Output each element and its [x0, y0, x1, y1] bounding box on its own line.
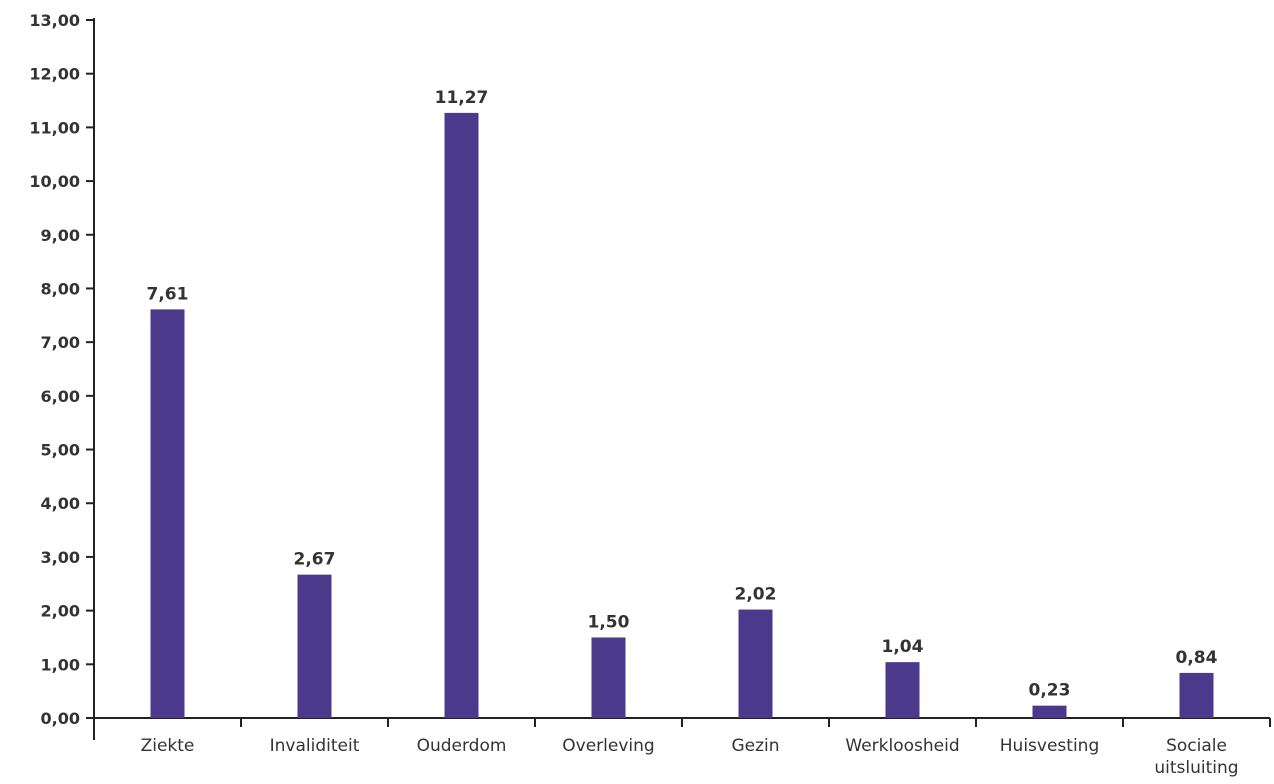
bar: [591, 637, 626, 718]
data-label: 0,84: [1176, 648, 1218, 668]
x-tick-label: Huisvesting: [1000, 736, 1099, 756]
y-tick-label: 4,00: [41, 494, 80, 513]
y-axis: 0,00 1,00 2,00 3,00 4,00 5,00 6,00 7,00 8,00 9,00…: [29, 11, 95, 740]
x-tick-label: Sociale uitsluiting: [1154, 736, 1238, 778]
x-axis: Ziekte Invaliditeit Ouderdom Overleving Gezi…: [94, 717, 1271, 778]
bars: [150, 112, 1214, 718]
bar: [1179, 672, 1214, 718]
data-label: 7,61: [147, 284, 189, 304]
data-label: 1,04: [882, 637, 924, 657]
data-label: 2,02: [735, 585, 777, 605]
y-tick-label: 10,00: [29, 172, 80, 191]
y-tick-label: 3,00: [41, 548, 80, 567]
bar: [150, 309, 185, 718]
y-tick-label: 11,00: [29, 118, 80, 137]
bar: [297, 574, 332, 718]
y-tick-label: 5,00: [41, 441, 80, 460]
y-tick-label: 1,00: [41, 655, 80, 674]
x-tick-label: Ziekte: [141, 736, 195, 756]
y-tick-label: 2,00: [41, 602, 80, 621]
data-label: 11,27: [435, 88, 489, 108]
data-label: 1,50: [588, 612, 630, 632]
y-tick-label: 8,00: [41, 279, 80, 298]
bar: [738, 609, 773, 718]
y-tick-label: 12,00: [29, 65, 80, 84]
bar: [885, 662, 920, 718]
x-tick-label: Overleving: [562, 736, 654, 756]
x-tick-label: Gezin: [731, 736, 779, 756]
data-label: 0,23: [1029, 681, 1071, 701]
y-tick-label: 13,00: [29, 11, 80, 30]
data-label: 2,67: [294, 550, 336, 570]
x-tick-label: Werkloosheid: [845, 736, 959, 756]
y-tick-label: 6,00: [41, 387, 80, 406]
bar: [444, 112, 479, 718]
x-tick-label: Ouderdom: [417, 736, 507, 756]
bar: [1032, 705, 1067, 718]
data-labels: 7,61 2,67 11,27 1,50 2,02 1,04 0,23 0,84: [147, 88, 1218, 701]
y-tick-label: 0,00: [41, 709, 80, 728]
y-tick-label: 9,00: [41, 226, 80, 245]
x-tick-label: Invaliditeit: [270, 736, 360, 756]
y-tick-label: 7,00: [41, 333, 80, 352]
